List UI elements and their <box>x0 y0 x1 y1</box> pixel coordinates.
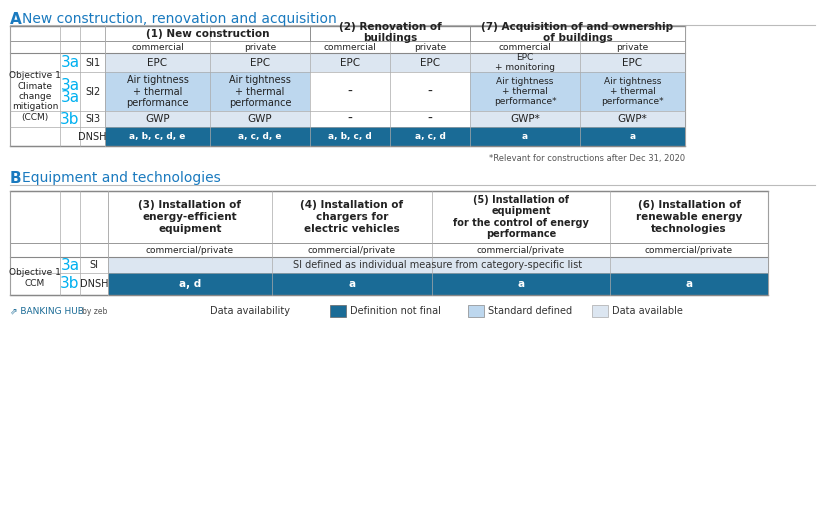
Text: SI1: SI1 <box>85 58 100 68</box>
Bar <box>470 72 685 111</box>
Text: private: private <box>414 42 446 51</box>
Text: (5) Installation of
equipment
for the control of energy
performance: (5) Installation of equipment for the co… <box>453 194 589 239</box>
Bar <box>10 26 685 146</box>
Text: a, b, c, d: a, b, c, d <box>328 132 372 141</box>
Text: Objective 1
CCM: Objective 1 CCM <box>9 268 61 288</box>
Text: (1) New construction: (1) New construction <box>146 29 269 39</box>
Bar <box>310 111 470 127</box>
Text: *Relevant for constructions after Dec 31, 2020: *Relevant for constructions after Dec 31… <box>489 154 685 163</box>
Text: -: - <box>347 84 352 99</box>
Text: a: a <box>517 279 525 289</box>
Text: EPC: EPC <box>148 58 167 68</box>
Bar <box>108 257 768 273</box>
Text: 3b: 3b <box>60 111 80 127</box>
Bar <box>108 273 768 295</box>
Text: a: a <box>629 132 635 141</box>
Bar <box>105 127 685 146</box>
Text: (6) Installation of
renewable energy
technologies: (6) Installation of renewable energy tec… <box>636 201 742 234</box>
Text: Air tightness
+ thermal
performance*: Air tightness + thermal performance* <box>601 76 664 106</box>
Text: a, b, c, d, e: a, b, c, d, e <box>130 132 186 141</box>
Bar <box>310 72 470 111</box>
Text: (2) Renovation of
buildings: (2) Renovation of buildings <box>338 22 441 43</box>
Text: private: private <box>244 42 276 51</box>
Bar <box>592 305 608 317</box>
Text: private: private <box>616 42 648 51</box>
Text: Objective 1
Climate
change
mitigation
(CCM): Objective 1 Climate change mitigation (C… <box>9 71 61 122</box>
Text: DNSH: DNSH <box>78 131 106 142</box>
Text: EPC: EPC <box>420 58 440 68</box>
Text: Data available: Data available <box>612 306 683 316</box>
Text: GWP*: GWP* <box>510 114 540 124</box>
Bar <box>468 305 484 317</box>
Text: GWP*: GWP* <box>618 114 648 124</box>
Text: by zeb: by zeb <box>82 306 107 316</box>
Text: 3b: 3b <box>60 276 80 292</box>
Text: SI: SI <box>89 260 98 270</box>
Text: EPC: EPC <box>622 58 643 68</box>
Bar <box>330 305 346 317</box>
Text: EPC: EPC <box>340 58 360 68</box>
Text: (3) Installation of
energy-efficient
equipment: (3) Installation of energy-efficient equ… <box>139 201 242 234</box>
Text: a: a <box>686 279 692 289</box>
Text: -: - <box>427 84 432 99</box>
Text: commercial: commercial <box>323 42 376 51</box>
Text: Standard defined: Standard defined <box>488 306 572 316</box>
Text: commercial/private: commercial/private <box>477 245 565 254</box>
Text: B: B <box>10 171 21 186</box>
Bar <box>105 72 310 111</box>
Text: 3a: 3a <box>60 90 79 105</box>
Text: GWP: GWP <box>145 114 170 124</box>
Text: DNSH: DNSH <box>80 279 108 289</box>
Text: Air tightness
+ thermal
performance: Air tightness + thermal performance <box>229 75 291 108</box>
Text: (7) Acquisition of and ownership
of buildings: (7) Acquisition of and ownership of buil… <box>482 22 673 43</box>
Text: 3a: 3a <box>60 258 79 272</box>
Text: (4) Installation of
chargers for
electric vehicles: (4) Installation of chargers for electri… <box>300 201 403 234</box>
Text: commercial: commercial <box>498 42 551 51</box>
Text: 3a: 3a <box>60 55 79 70</box>
Text: Data availability: Data availability <box>210 306 290 316</box>
Text: -: - <box>347 112 352 126</box>
Bar <box>310 26 470 41</box>
Text: Equipment and technologies: Equipment and technologies <box>22 171 221 185</box>
Text: Definition not final: Definition not final <box>350 306 441 316</box>
Text: GWP: GWP <box>248 114 272 124</box>
Text: New construction, renovation and acquisition: New construction, renovation and acquisi… <box>22 12 337 26</box>
Text: EPC
+ monitoring: EPC + monitoring <box>495 53 555 72</box>
Text: a, c, d, e: a, c, d, e <box>238 132 282 141</box>
Bar <box>470 111 685 127</box>
Text: SI2: SI2 <box>85 87 100 97</box>
Text: a, d: a, d <box>179 279 201 289</box>
Bar <box>105 26 310 41</box>
Text: commercial: commercial <box>131 42 184 51</box>
Text: EPC: EPC <box>250 58 270 68</box>
Bar <box>105 53 685 72</box>
Bar <box>105 111 310 127</box>
Text: a, c, d: a, c, d <box>414 132 446 141</box>
Text: commercial/private: commercial/private <box>146 245 234 254</box>
Text: 3a: 3a <box>60 78 79 93</box>
Bar <box>10 191 768 295</box>
Text: a: a <box>522 132 528 141</box>
Bar <box>105 41 685 53</box>
Text: -: - <box>427 112 432 126</box>
Text: SI defined as individual measure from category-specific list: SI defined as individual measure from ca… <box>294 260 582 270</box>
Text: A: A <box>10 12 21 27</box>
Text: Air tightness
+ thermal
performance: Air tightness + thermal performance <box>126 75 189 108</box>
Text: commercial/private: commercial/private <box>308 245 396 254</box>
Text: Air tightness
+ thermal
performance*: Air tightness + thermal performance* <box>493 76 556 106</box>
Text: a: a <box>348 279 356 289</box>
Text: commercial/private: commercial/private <box>645 245 733 254</box>
Text: ⇗ BANKING HUB: ⇗ BANKING HUB <box>10 306 84 316</box>
Bar <box>470 26 685 41</box>
Text: SI3: SI3 <box>85 114 100 124</box>
